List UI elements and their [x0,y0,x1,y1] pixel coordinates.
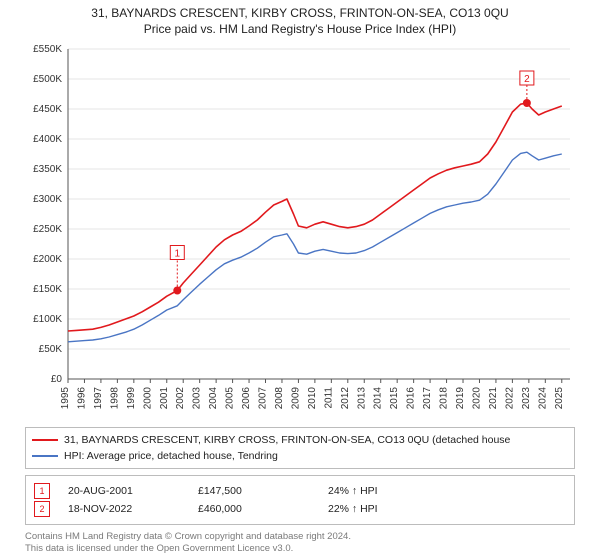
svg-text:£500K: £500K [33,74,62,85]
legend-item: HPI: Average price, detached house, Tend… [32,448,568,464]
transaction-price: £147,500 [198,485,328,497]
svg-text:2019: 2019 [455,387,466,410]
svg-text:2007: 2007 [258,387,269,410]
svg-text:£100K: £100K [33,314,62,325]
svg-text:2005: 2005 [225,387,236,410]
transaction-marker: 2 [34,501,50,517]
svg-text:1998: 1998 [109,387,120,410]
svg-text:£50K: £50K [39,344,63,355]
legend-label: HPI: Average price, detached house, Tend… [64,450,278,462]
svg-text:2020: 2020 [471,387,482,410]
svg-text:1996: 1996 [76,387,87,410]
svg-text:£0: £0 [51,374,63,385]
svg-text:2021: 2021 [488,387,499,410]
svg-text:2010: 2010 [307,387,318,410]
transaction-date: 20-AUG-2001 [68,485,198,497]
svg-text:1999: 1999 [126,387,137,410]
svg-text:2025: 2025 [554,387,565,410]
svg-text:2022: 2022 [504,387,515,410]
chart-area: £0 £50K £100K £150K £200K £250K £300K £350K £400… [20,41,580,421]
svg-text:2015: 2015 [389,387,400,410]
svg-text:£400K: £400K [33,134,62,145]
svg-text:2001: 2001 [159,387,170,410]
svg-text:2000: 2000 [142,387,153,410]
svg-text:£550K: £550K [33,44,62,55]
svg-text:£350K: £350K [33,164,62,175]
svg-text:2: 2 [524,74,530,85]
svg-text:2006: 2006 [241,387,252,410]
svg-text:2024: 2024 [537,387,548,410]
transaction-row: 2 18-NOV-2022£460,00022% ↑ HPI [34,500,566,518]
legend-swatch [32,455,58,457]
svg-text:2013: 2013 [356,387,367,410]
svg-text:1995: 1995 [60,387,71,410]
transaction-price: £460,000 [198,503,328,515]
svg-text:£300K: £300K [33,194,62,205]
svg-text:1: 1 [175,249,181,260]
svg-text:2003: 2003 [192,387,203,410]
legend-label: 31, BAYNARDS CRESCENT, KIRBY CROSS, FRIN… [64,434,510,446]
attribution-footnote: Contains HM Land Registry data © Crown c… [25,531,575,555]
svg-text:2017: 2017 [422,387,433,410]
legend-swatch [32,439,58,441]
svg-text:£450K: £450K [33,104,62,115]
svg-text:2016: 2016 [406,387,417,410]
svg-text:2018: 2018 [439,387,450,410]
footnote-line2: This data is licensed under the Open Gov… [25,543,293,554]
transaction-delta: 24% ↑ HPI [328,485,458,497]
svg-text:2014: 2014 [373,387,384,410]
title-address: 31, BAYNARDS CRESCENT, KIRBY CROSS, FRIN… [0,6,600,22]
legend-item: 31, BAYNARDS CRESCENT, KIRBY CROSS, FRIN… [32,432,568,448]
svg-text:2004: 2004 [208,387,219,410]
svg-text:£150K: £150K [33,284,62,295]
svg-text:2009: 2009 [290,387,301,410]
svg-text:£250K: £250K [33,224,62,235]
footnote-line1: Contains HM Land Registry data © Crown c… [25,531,351,542]
transaction-marker: 1 [34,483,50,499]
transaction-date: 18-NOV-2022 [68,503,198,515]
svg-text:2008: 2008 [274,387,285,410]
svg-text:2012: 2012 [340,387,351,410]
transaction-row: 1 20-AUG-2001£147,50024% ↑ HPI [34,482,566,500]
svg-text:£200K: £200K [33,254,62,265]
legend: 31, BAYNARDS CRESCENT, KIRBY CROSS, FRIN… [25,427,575,469]
title-subtitle: Price paid vs. HM Land Registry's House … [0,22,600,38]
svg-text:2023: 2023 [521,387,532,410]
chart-titles: 31, BAYNARDS CRESCENT, KIRBY CROSS, FRIN… [0,0,600,37]
svg-text:1997: 1997 [93,387,104,410]
svg-text:2002: 2002 [175,387,186,410]
transaction-table: 1 20-AUG-2001£147,50024% ↑ HPI 2 18-NOV-202… [25,475,575,525]
transaction-delta: 22% ↑ HPI [328,503,458,515]
line-chart: £0 £50K £100K £150K £200K £250K £300K £350K £400… [20,41,580,421]
svg-text:2011: 2011 [323,387,334,409]
